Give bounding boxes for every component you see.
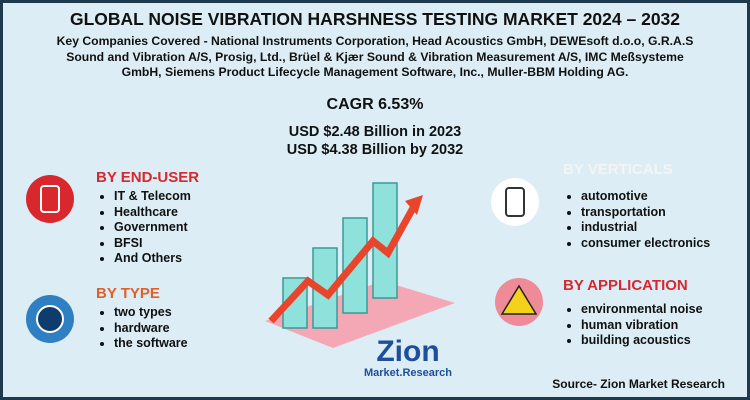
list-item: IT & Telecom [114,189,199,205]
logo: Zion Market.Research [353,335,463,380]
companies: Key Companies Covered - National Instrum… [3,34,747,81]
companies-line: GmbH, Siemens Product Lifecycle Manageme… [121,65,629,79]
end-user-icon [26,175,74,223]
section-title: BY TYPE [96,285,160,302]
item-list: automotivetransportation industrialconsu… [563,189,710,251]
cagr: CAGR 6.53% [326,96,424,113]
list-item: industrial [581,220,710,236]
chart-base [265,281,455,348]
market-values: USD $2.48 Billion in 2023 USD $4.38 Bill… [3,123,747,159]
list-item: building acoustics [581,333,703,349]
decorations [26,175,543,348]
logo-name: Zion [376,335,440,368]
icon-shape [40,185,60,213]
title: GLOBAL NOISE VIBRATION HARSHNESS TESTING… [69,9,681,29]
verticals-section: BY VERTICALS automotivetransportation in… [563,161,710,251]
icon-shape [500,284,538,315]
item-list: IT & TelecomHealthcareGovernmentBFSIAnd … [96,189,199,267]
arrow-head [405,195,423,215]
value-2032: USD $4.38 Billion by 2032 [286,142,464,158]
type-section: BY TYPE two typeshardwarethe software [96,285,188,352]
list-item: human vibration [581,318,703,334]
decorative-bars [282,182,398,329]
logo-sub: Market.Research [363,367,453,379]
item-list: two typeshardwarethe software [96,305,188,352]
list-item: transportation [581,205,710,221]
list-item: consumer electronics [581,236,710,252]
decorative-arrow [268,206,417,324]
list-item: hardware [114,321,188,337]
source: Source- Zion Market Research [552,377,725,391]
end-user-section: BY END-USER IT & TelecomHealthcareGovern… [96,169,199,267]
list-item: Government [114,220,199,236]
list-item: automotive [581,189,710,205]
icon-shape [36,305,64,333]
list-item: environmental noise [581,302,703,318]
item-list: environmental noisehuman vibrationbuildi… [563,302,703,349]
companies-line: Sound and Vibration A/S, Prosig, Ltd., B… [66,49,684,64]
section-title: BY END-USER [96,169,200,186]
section-title: BY APPLICATION [563,277,688,294]
list-item: Healthcare [114,205,199,221]
list-item: two types [114,305,188,321]
list-item: BFSI [114,236,199,252]
section-title: BY VERTICALS [563,161,673,178]
application-section: BY APPLICATION environmental noisehuman … [563,277,703,349]
companies-line: Key Companies Covered - National Instrum… [56,34,694,48]
verticals-icon [491,178,539,226]
list-item: And Others [114,251,199,267]
icon-shape [505,187,525,217]
value-2023: USD $2.48 Billion in 2023 [288,124,462,140]
list-item: the software [114,336,188,352]
